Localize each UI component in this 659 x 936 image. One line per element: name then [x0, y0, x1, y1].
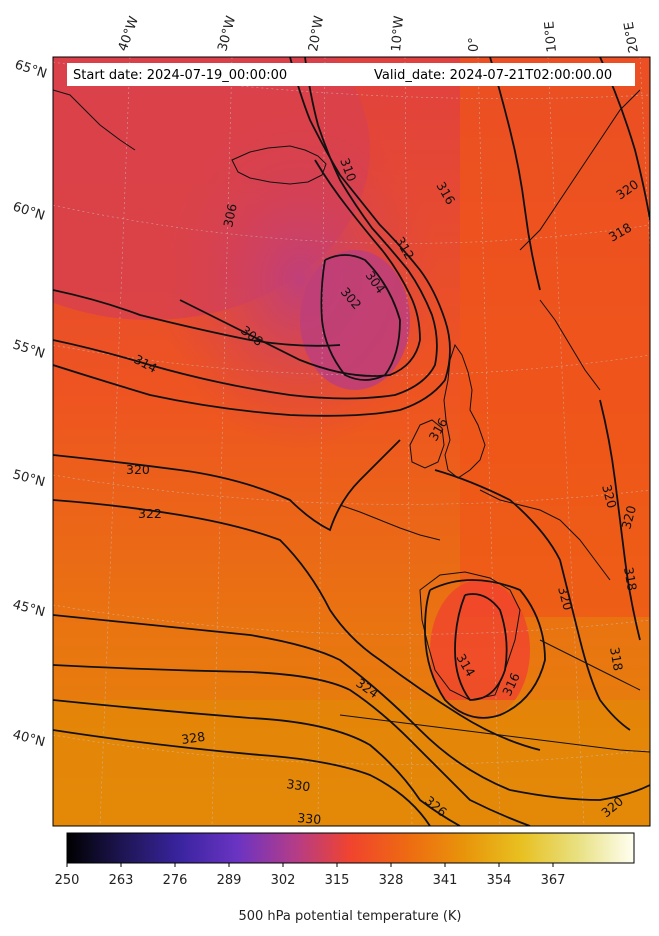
colorbar-tick-label: 250	[55, 873, 80, 888]
lon-label: 30°W	[215, 14, 239, 53]
contour-label: 306	[220, 202, 240, 229]
lat-label: 60°N	[11, 200, 47, 224]
lon-label: 10°W	[389, 15, 407, 52]
colorbar: 250 263 276 289 302 315 328 341 354 367 500 hPa p…	[55, 832, 635, 924]
contour-label: 320	[126, 462, 150, 477]
lon-label: 20°W	[306, 15, 327, 53]
scandinavia-coast	[519, 89, 641, 391]
lon-label: 20°E	[622, 21, 642, 54]
lon-label: 0°	[467, 37, 482, 52]
map-frame	[52, 56, 651, 827]
lat-label: 65°N	[13, 58, 49, 82]
contour-label: 322	[138, 506, 162, 521]
valid-date-label: Valid_date: 2024-07-21T02:00:00.00	[374, 68, 612, 83]
contour-label: 320	[618, 504, 639, 531]
colorbar-tick-label: 263	[109, 873, 134, 888]
lat-label: 45°N	[11, 597, 47, 620]
colorbar-tick-label: 302	[271, 873, 296, 888]
colorbar-tick-label: 354	[487, 873, 512, 888]
coastlines	[53, 89, 650, 753]
mediterranean-coast	[539, 639, 641, 691]
lon-label: 40°W	[116, 14, 142, 53]
lat-label: 55°N	[11, 338, 47, 362]
start-date-label: Start date: 2024-07-19_00:00:00	[73, 68, 287, 83]
contour-label: 318	[621, 566, 640, 592]
lat-label: 50°N	[11, 467, 47, 490]
contour-label: 330	[286, 776, 312, 794]
iceland-coast	[231, 145, 327, 185]
contour-label: 320	[599, 483, 620, 510]
lon-label: 10°E	[542, 21, 560, 53]
contour-314-southern	[454, 593, 508, 701]
colorbar-tick-label: 315	[325, 873, 350, 888]
greenland-tip	[53, 89, 136, 151]
ireland-coast	[409, 419, 445, 469]
contour-302	[320, 254, 401, 381]
contour-label: 320	[555, 585, 576, 612]
colorbar-tick-label: 328	[379, 873, 404, 888]
britain-coast	[443, 343, 486, 479]
colorbar-label: 500 hPa potential temperature (K)	[238, 909, 461, 924]
lat-label: 40°N	[11, 727, 47, 750]
colorbar-tick-label: 341	[433, 873, 458, 888]
colorbar-tick-label: 367	[541, 873, 566, 888]
longitude-labels: 40°W 30°W 20°W 10°W 0° 10°E 20°E	[116, 14, 642, 54]
colorbar-ticks: 250 263 276 289 302 315 328 341 354 367	[55, 863, 566, 888]
contours	[53, 57, 650, 826]
colorbar-tick-label: 276	[163, 873, 188, 888]
colorbar-tick-label: 289	[217, 873, 242, 888]
warm-low-region	[430, 580, 530, 720]
map-panel: 310 316 306 312 304 302 308 314 320 322 …	[53, 57, 650, 827]
contour-304	[179, 159, 421, 377]
contour-label: 318	[607, 646, 626, 672]
colorbar-gradient	[66, 832, 635, 864]
africa-coast	[339, 714, 650, 753]
contour-label: 330	[297, 810, 322, 827]
contour-label: 328	[180, 729, 206, 747]
europe-coast	[339, 489, 611, 581]
date-header: Start date: 2024-07-19_00:00:00 Valid_da…	[67, 63, 635, 86]
latitude-labels: 65°N 60°N 55°N 50°N 45°N 40°N	[11, 58, 49, 751]
